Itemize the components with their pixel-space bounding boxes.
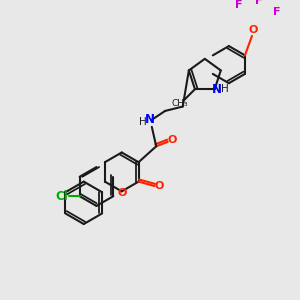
Text: H: H bbox=[139, 117, 147, 128]
Text: O: O bbox=[248, 25, 258, 35]
Text: CH₃: CH₃ bbox=[172, 99, 188, 108]
Text: N: N bbox=[145, 113, 155, 126]
Text: N: N bbox=[212, 83, 221, 96]
Text: O: O bbox=[167, 135, 177, 145]
Text: F: F bbox=[235, 0, 242, 10]
Text: O: O bbox=[154, 181, 164, 191]
Text: O: O bbox=[117, 188, 126, 198]
Text: F: F bbox=[255, 0, 263, 6]
Text: Cl: Cl bbox=[56, 190, 68, 203]
Text: F: F bbox=[273, 7, 280, 17]
Text: H: H bbox=[220, 84, 228, 94]
